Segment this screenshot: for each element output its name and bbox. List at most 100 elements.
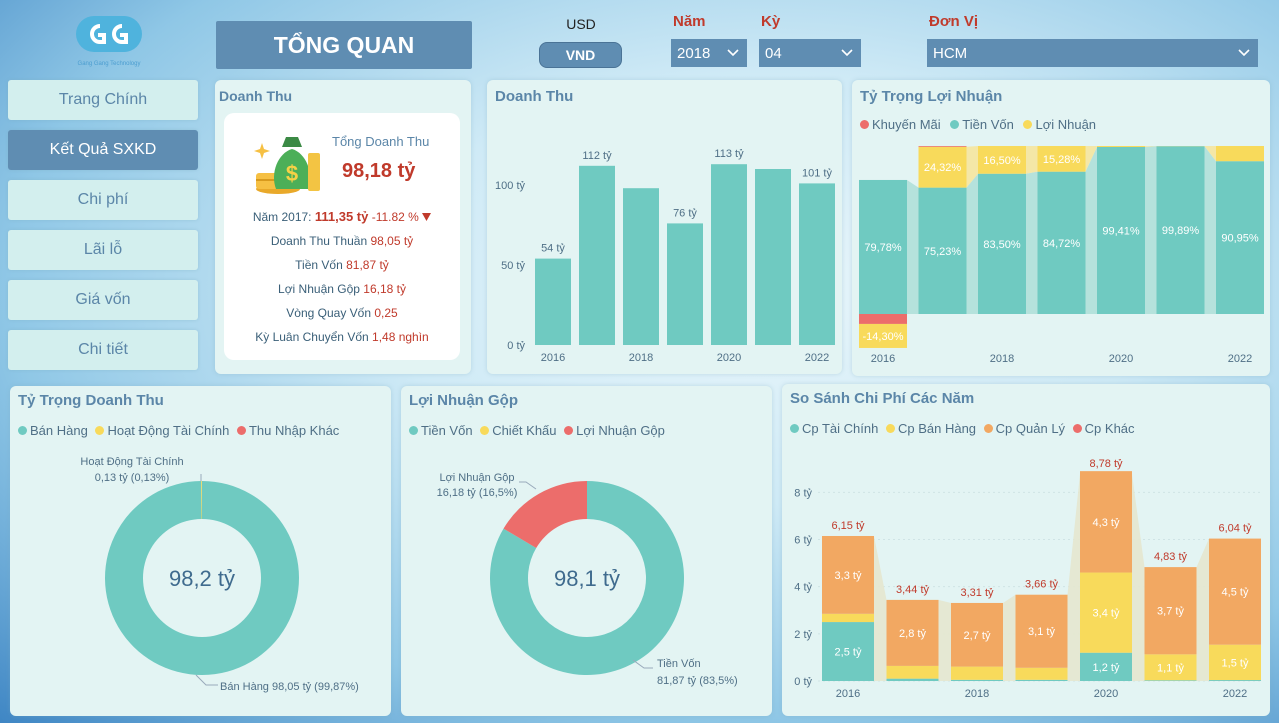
y-tick-label: 4 tỷ [794,582,812,594]
legend-item[interactable]: Cp Khác [1072,421,1135,436]
kpi-title: Tổng Doanh Thu [332,134,430,149]
legend-item[interactable]: Khuyến Mãi [860,117,941,132]
legend-item[interactable]: Cp Quản Lý [983,421,1066,436]
legend-label: Khuyến Mãi [872,117,941,132]
stacked-bar-segment [1015,679,1068,681]
kpi-row-value: 98,05 tỷ [370,234,414,248]
triangle-down-icon [422,213,432,221]
so-sanh-chi-phi-title: So Sánh Chi Phí Các Năm [790,390,975,407]
currency-usd-label[interactable]: USD [566,16,596,32]
kpi-row: Lợi Nhuận Gộp 16,18 tỷ [224,282,460,296]
bar-khuyen-mai [918,146,967,147]
leader-line [519,481,537,490]
stacked-bar-segment [886,678,939,681]
kpi-value: 98,18 tỷ [342,160,416,182]
bar-loi-nhuan-negative [859,323,907,348]
legend-item[interactable]: Lợi Nhuận Gộp [564,423,665,438]
stacked-bar-segment [1015,667,1068,680]
legend-item[interactable]: Cp Tài Chính [790,421,878,436]
ty-trong-loi-nhuan-legend: Khuyến Mãi Tiền Vốn Lợi Nhuận [860,117,1096,132]
so-sanh-chi-phi-legend: Cp Tài Chính Cp Bán Hàng Cp Quản Lý Cp K… [790,421,1135,436]
bar-data-label: 54 tỷ [541,243,565,255]
donut-slice [503,481,587,548]
legend-item[interactable]: Bán Hàng [18,423,88,438]
bar-data-label: -14,30% [863,331,904,343]
ribbon [966,173,978,314]
bar-data-label: 3,7 tỷ [1157,606,1184,618]
page-title: TỔNG QUAN [216,21,472,69]
bar-data-label: 24,32% [924,162,962,174]
legend-item[interactable]: Cp Bán Hàng [885,421,976,436]
stacked-bar-segment [1144,680,1197,681]
ribbon [1204,146,1216,162]
legend-item[interactable]: Thu Nhập Khác [236,423,340,438]
kpi-prev-year: Năm 2017: 111,35 tỷ -11.82 % [224,209,460,224]
kpi-row-label: Lợi Nhuận Gộp [278,282,360,296]
bar-total-label: 3,31 tỷ [960,587,994,599]
bar-tien-von [859,179,907,314]
bar [755,169,791,345]
y-tick-label: 2 tỷ [794,629,812,641]
ribbon [1085,146,1097,172]
nav-gia-von[interactable]: Giá vốn [8,280,198,320]
bar-data-label: 1,1 tỷ [1157,662,1184,674]
currency-vnd-button[interactable]: VND [539,42,622,68]
kpi-row-value: 0,25 [374,306,398,320]
kpi-row-value: 81,87 tỷ [346,258,389,272]
nav-chi-tiet[interactable]: Chi tiết [8,330,198,370]
donut-slice [201,481,202,520]
bar-data-label: 4,5 tỷ [1222,587,1249,599]
kpi-row: Vòng Quay Vốn 0,25 [224,306,460,320]
period-dropdown[interactable]: 04 [759,39,861,67]
stacked-bar-segment [886,599,939,666]
period-dropdown-value: 04 [765,44,782,62]
so-sanh-chi-phi-chart: 0 tỷ 2 tỷ 4 tỷ 6 tỷ 8 tỷ 2,5 tỷ 3,3 tỷ 6,15 tỷ 2… [794,458,1261,700]
legend-item[interactable]: Lợi Nhuận [1023,117,1096,132]
donut-slice [490,481,684,675]
legend-label: Thu Nhập Khác [248,423,340,438]
stacked-bar-segment [1209,680,1261,681]
bar-total-label: 6,04 tỷ [1218,523,1252,535]
kpi-row-value: 1,48 nghìn [372,330,429,344]
loi-nhuan-gop-title: Lợi Nhuận Gộp [409,392,518,409]
legend-label: Cp Quản Lý [995,421,1066,436]
legend-item[interactable]: Tiền Vốn [950,117,1014,132]
nav-lai-lo[interactable]: Lãi lỗ [8,230,198,270]
bar-loi-nhuan [1037,146,1086,172]
chevron-down-icon [1238,49,1250,57]
stacked-bar-segment [1209,644,1261,681]
unit-dropdown[interactable]: HCM [927,39,1258,67]
year-dropdown[interactable]: 2018 [671,39,747,67]
doanh-thu-chart-panel: Doanh Thu 0 tỷ 50 tỷ 100 tỷ 54 tỷ 112 tỷ 76 t… [487,80,842,374]
bar-data-label: 113 tỷ [714,148,744,160]
kpi-row: Kỳ Luân Chuyển Vốn 1,48 nghìn [224,330,460,344]
slice-label: 16,18 tỷ (16,5%) [437,487,518,499]
nav-ket-qua-sxkd[interactable]: Kết Quả SXKD [8,130,198,170]
bar-tien-von [1156,146,1205,314]
ty-trong-loi-nhuan-title: Tỷ Trọng Lợi Nhuận [860,88,1003,105]
x-tick-label: 2022 [1228,353,1252,365]
legend-item[interactable]: Tiền Vốn [409,423,473,438]
x-tick-label: 2018 [629,352,653,364]
donut-center-label: 98,1 tỷ [554,566,620,591]
doanh-thu-chart-title: Doanh Thu [495,88,574,105]
nav-trang-chinh[interactable]: Trang Chính [8,80,198,120]
stacked-bar-segment [822,622,874,681]
donut-center-label: 98,2 tỷ [169,566,235,591]
bar-data-label: 79,78% [864,242,902,254]
bar-loi-nhuan [1216,146,1264,162]
nav-chi-phi[interactable]: Chi phí [8,180,198,220]
slice-label: Hoạt Động Tài Chính [80,456,183,468]
leader-line [632,659,653,669]
legend-item[interactable]: Hoạt Động Tài Chính [95,423,229,438]
x-tick-label: 2018 [965,688,989,700]
legend-item[interactable]: Chiết Khấu [480,423,557,438]
bar-loi-nhuan [1097,146,1145,147]
bar-data-label: 3,3 tỷ [835,570,862,582]
ty-trong-doanh-thu-donut: 98,2 tỷ Hoạt Động Tài Chính 0,13 tỷ (0,13%… [80,456,358,693]
kpi-card: $ Tổng Doanh Thu 98,18 tỷ Năm 2017: 111,… [224,113,460,360]
bar-data-label: 3,1 tỷ [1028,626,1055,638]
bar-data-label: 16,50% [983,155,1021,167]
kpi-row-value: 16,18 tỷ [363,282,406,296]
x-tick-label: 2016 [871,353,895,365]
